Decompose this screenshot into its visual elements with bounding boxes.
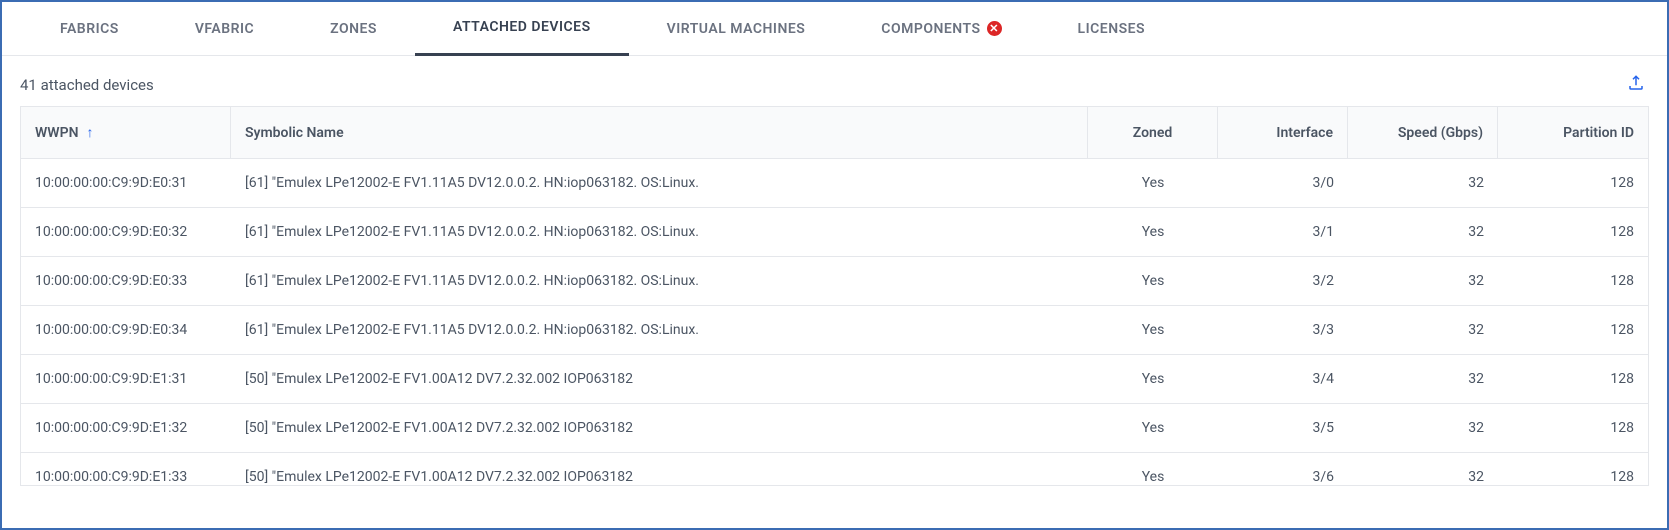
tab-components[interactable]: COMPONENTS ✕ (843, 2, 1039, 56)
cell-speed: 32 (1348, 159, 1498, 207)
cell-interface: 3/5 (1218, 404, 1348, 452)
cell-zoned: Yes (1088, 355, 1218, 403)
cell-zoned: Yes (1088, 159, 1218, 207)
cell-speed: 32 (1348, 257, 1498, 305)
cell-speed: 32 (1348, 208, 1498, 256)
cell-interface: 3/6 (1218, 453, 1348, 485)
cell-interface: 3/1 (1218, 208, 1348, 256)
cell-speed: 32 (1348, 355, 1498, 403)
tab-label: COMPONENTS (881, 21, 980, 37)
column-label: Speed (Gbps) (1398, 125, 1483, 141)
column-header-symbolic-name[interactable]: Symbolic Name (231, 107, 1088, 158)
tab-label: FABRICS (60, 21, 119, 37)
column-header-partition[interactable]: Partition ID (1498, 107, 1648, 158)
cell-partition: 128 (1498, 355, 1648, 403)
cell-partition: 128 (1498, 404, 1648, 452)
cell-partition: 128 (1498, 257, 1648, 305)
tab-label: ZONES (330, 21, 377, 37)
table-row[interactable]: 10:00:00:00:C9:9D:E1:32[50] "Emulex LPe1… (21, 404, 1648, 453)
table-body[interactable]: 10:00:00:00:C9:9D:E0:31[61] "Emulex LPe1… (21, 159, 1648, 485)
device-count-label: 41 attached devices (20, 76, 154, 94)
table-row[interactable]: 10:00:00:00:C9:9D:E0:31[61] "Emulex LPe1… (21, 159, 1648, 208)
cell-name: [61] "Emulex LPe12002-E FV1.11A5 DV12.0.… (231, 208, 1088, 256)
cell-zoned: Yes (1088, 257, 1218, 305)
cell-partition: 128 (1498, 208, 1648, 256)
cell-interface: 3/0 (1218, 159, 1348, 207)
tab-virtual-machines[interactable]: VIRTUAL MACHINES (629, 2, 844, 56)
cell-name: [50] "Emulex LPe12002-E FV1.00A12 DV7.2.… (231, 404, 1088, 452)
table-header: WWPN ↑ Symbolic Name Zoned Interface Spe… (21, 107, 1648, 159)
tab-fabrics[interactable]: FABRICS (22, 2, 157, 56)
cell-wwpn: 10:00:00:00:C9:9D:E0:34 (21, 306, 231, 354)
tab-label: ATTACHED DEVICES (453, 19, 591, 35)
tab-label: VFABRIC (195, 21, 254, 37)
tab-attached-devices[interactable]: ATTACHED DEVICES (415, 2, 629, 56)
cell-name: [50] "Emulex LPe12002-E FV1.00A12 DV7.2.… (231, 453, 1088, 485)
column-label: WWPN (35, 125, 78, 141)
cell-zoned: Yes (1088, 208, 1218, 256)
tab-label: VIRTUAL MACHINES (667, 21, 806, 37)
column-label: Symbolic Name (245, 125, 344, 141)
column-header-zoned[interactable]: Zoned (1088, 107, 1218, 158)
summary-row: 41 attached devices (2, 56, 1667, 106)
cell-wwpn: 10:00:00:00:C9:9D:E0:32 (21, 208, 231, 256)
cell-name: [61] "Emulex LPe12002-E FV1.11A5 DV12.0.… (231, 306, 1088, 354)
devices-table: WWPN ↑ Symbolic Name Zoned Interface Spe… (20, 106, 1649, 486)
cell-wwpn: 10:00:00:00:C9:9D:E1:31 (21, 355, 231, 403)
tab-vfabric[interactable]: VFABRIC (157, 2, 292, 56)
cell-zoned: Yes (1088, 404, 1218, 452)
column-header-wwpn[interactable]: WWPN ↑ (21, 107, 231, 158)
cell-interface: 3/3 (1218, 306, 1348, 354)
error-badge-icon: ✕ (987, 21, 1002, 36)
table-row[interactable]: 10:00:00:00:C9:9D:E1:31[50] "Emulex LPe1… (21, 355, 1648, 404)
cell-wwpn: 10:00:00:00:C9:9D:E0:33 (21, 257, 231, 305)
sort-asc-icon: ↑ (86, 126, 93, 140)
cell-wwpn: 10:00:00:00:C9:9D:E0:31 (21, 159, 231, 207)
cell-name: [61] "Emulex LPe12002-E FV1.11A5 DV12.0.… (231, 159, 1088, 207)
column-label: Zoned (1133, 125, 1172, 141)
tab-licenses[interactable]: LICENSES (1040, 2, 1184, 56)
cell-interface: 3/4 (1218, 355, 1348, 403)
table-row[interactable]: 10:00:00:00:C9:9D:E0:34[61] "Emulex LPe1… (21, 306, 1648, 355)
tab-label: LICENSES (1078, 21, 1146, 37)
cell-partition: 128 (1498, 306, 1648, 354)
tab-zones[interactable]: ZONES (292, 2, 415, 56)
cell-speed: 32 (1348, 306, 1498, 354)
cell-speed: 32 (1348, 453, 1498, 485)
table-row[interactable]: 10:00:00:00:C9:9D:E1:33[50] "Emulex LPe1… (21, 453, 1648, 485)
cell-wwpn: 10:00:00:00:C9:9D:E1:32 (21, 404, 231, 452)
cell-partition: 128 (1498, 453, 1648, 485)
column-header-speed[interactable]: Speed (Gbps) (1348, 107, 1498, 158)
export-button[interactable] (1627, 74, 1645, 96)
export-icon (1627, 74, 1645, 92)
cell-name: [50] "Emulex LPe12002-E FV1.00A12 DV7.2.… (231, 355, 1088, 403)
tab-bar: FABRICS VFABRIC ZONES ATTACHED DEVICES VIRTU… (2, 2, 1667, 56)
column-label: Interface (1276, 125, 1333, 141)
column-label: Partition ID (1563, 125, 1634, 141)
cell-zoned: Yes (1088, 453, 1218, 485)
table-row[interactable]: 10:00:00:00:C9:9D:E0:33[61] "Emulex LPe1… (21, 257, 1648, 306)
column-header-interface[interactable]: Interface (1218, 107, 1348, 158)
cell-speed: 32 (1348, 404, 1498, 452)
table-row[interactable]: 10:00:00:00:C9:9D:E0:32[61] "Emulex LPe1… (21, 208, 1648, 257)
cell-wwpn: 10:00:00:00:C9:9D:E1:33 (21, 453, 231, 485)
cell-interface: 3/2 (1218, 257, 1348, 305)
cell-partition: 128 (1498, 159, 1648, 207)
cell-name: [61] "Emulex LPe12002-E FV1.11A5 DV12.0.… (231, 257, 1088, 305)
cell-zoned: Yes (1088, 306, 1218, 354)
